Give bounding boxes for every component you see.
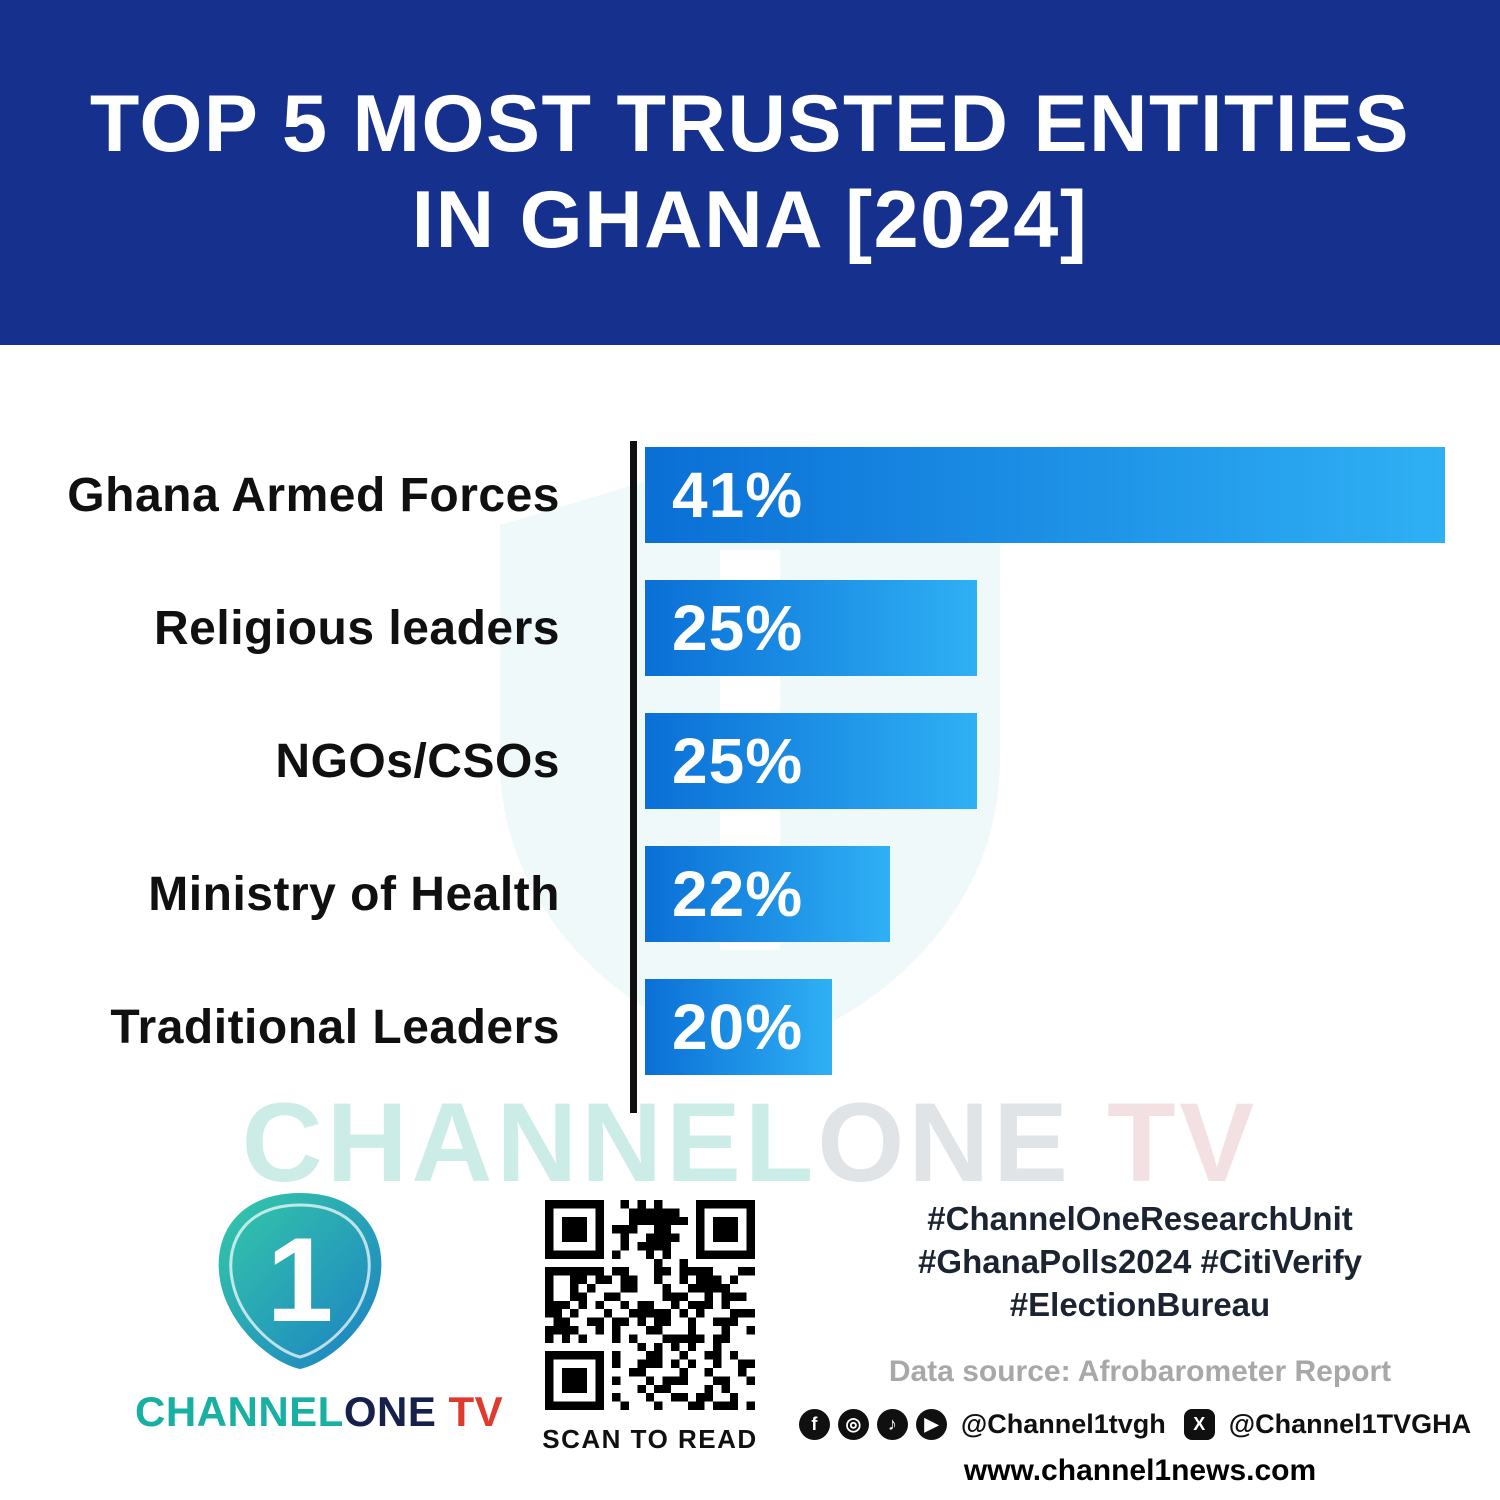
tiktok-icon: ♪ — [876, 1408, 908, 1440]
logo-text-one: ONE — [343, 1388, 437, 1435]
qr-section: SCAN TO READ — [540, 1200, 760, 1455]
channel-watermark-text: CHANNELONE TV — [0, 1078, 1500, 1207]
qr-code — [545, 1200, 755, 1410]
bar: 25% — [645, 580, 977, 676]
page-title-line2: IN GHANA [2024] — [411, 174, 1089, 265]
value-label: 25% — [672, 725, 804, 797]
footer-info: #ChannelOneResearchUnit #GhanaPolls2024 … — [798, 1198, 1471, 1488]
chart-axis-line — [630, 441, 637, 1113]
bar: 20% — [645, 979, 832, 1075]
value-label: 25% — [672, 592, 804, 664]
hashtags: #ChannelOneResearchUnit #GhanaPolls2024 … — [855, 1198, 1425, 1327]
channel-one-logo-mark-icon: 1 — [218, 1193, 382, 1369]
bar-track: 22% — [645, 846, 1500, 942]
value-label: 20% — [672, 991, 804, 1063]
category-label: Religious leaders — [154, 601, 560, 655]
qr-caption: SCAN TO READ — [542, 1424, 758, 1454]
data-source-text: Data source: Afrobarometer Report — [888, 1354, 1392, 1388]
category-label: Ministry of Health — [148, 867, 560, 921]
category-label: Ghana Armed Forces — [67, 468, 560, 522]
channel-one-logo: 1 CHANNELONE TV — [135, 1185, 503, 1436]
chart-row: NGOs/CSOs 25% — [0, 713, 1500, 809]
category-label: Traditional Leaders — [110, 1000, 560, 1054]
watermark-part3: TV — [1072, 1080, 1259, 1205]
chart-row: Traditional Leaders 20% — [0, 979, 1500, 1075]
hashtag-line: #ElectionBureau — [1009, 1285, 1271, 1323]
youtube-icon: ▶ — [915, 1408, 947, 1440]
bar-track: 25% — [645, 580, 1500, 676]
chart-row: Religious leaders 25% — [0, 580, 1500, 676]
facebook-icon: f — [798, 1408, 830, 1440]
social-row: f ◎ ♪ ▶ @Channel1tvgh X @Channel1TVGHA — [798, 1408, 1471, 1440]
header-band: TOP 5 MOST TRUSTED ENTITIES IN GHANA [20… — [0, 0, 1500, 345]
value-label: 22% — [672, 858, 804, 930]
bar: 41% — [645, 447, 1445, 543]
bar: 25% — [645, 713, 977, 809]
logo-text-channel: CHANNEL — [135, 1388, 344, 1435]
hashtag-line: #GhanaPolls2024 #CitiVerify — [918, 1242, 1362, 1280]
category-label: NGOs/CSOs — [275, 734, 560, 788]
svg-text:1: 1 — [267, 1213, 334, 1347]
bar: 22% — [645, 846, 890, 942]
bar-track: 25% — [645, 713, 1500, 809]
watermark-part2: ONE — [817, 1080, 1072, 1205]
x-twitter-icon: X — [1183, 1408, 1215, 1440]
social-handle-main: @Channel1tvgh — [960, 1408, 1166, 1439]
page-title-line1: TOP 5 MOST TRUSTED ENTITIES — [89, 78, 1411, 169]
chart-row: Ghana Armed Forces 41% — [0, 447, 1500, 543]
website-url: www.channel1news.com — [963, 1453, 1317, 1487]
chart-row: Ministry of Health 22% — [0, 846, 1500, 942]
value-label: 41% — [672, 459, 804, 531]
watermark-part1: CHANNEL — [241, 1080, 818, 1205]
bar-chart: Ghana Armed Forces 41% Religious leaders… — [0, 441, 1500, 1113]
logo-text-tv: TV — [436, 1388, 504, 1435]
bar-track: 41% — [645, 447, 1500, 543]
social-handle-x: @Channel1TVGHA — [1228, 1408, 1472, 1439]
instagram-icon: ◎ — [837, 1408, 869, 1440]
channel-one-logo-text: CHANNELONE TV — [135, 1388, 503, 1436]
bar-track: 20% — [645, 979, 1500, 1075]
hashtag-line: #ChannelOneResearchUnit — [927, 1200, 1353, 1237]
